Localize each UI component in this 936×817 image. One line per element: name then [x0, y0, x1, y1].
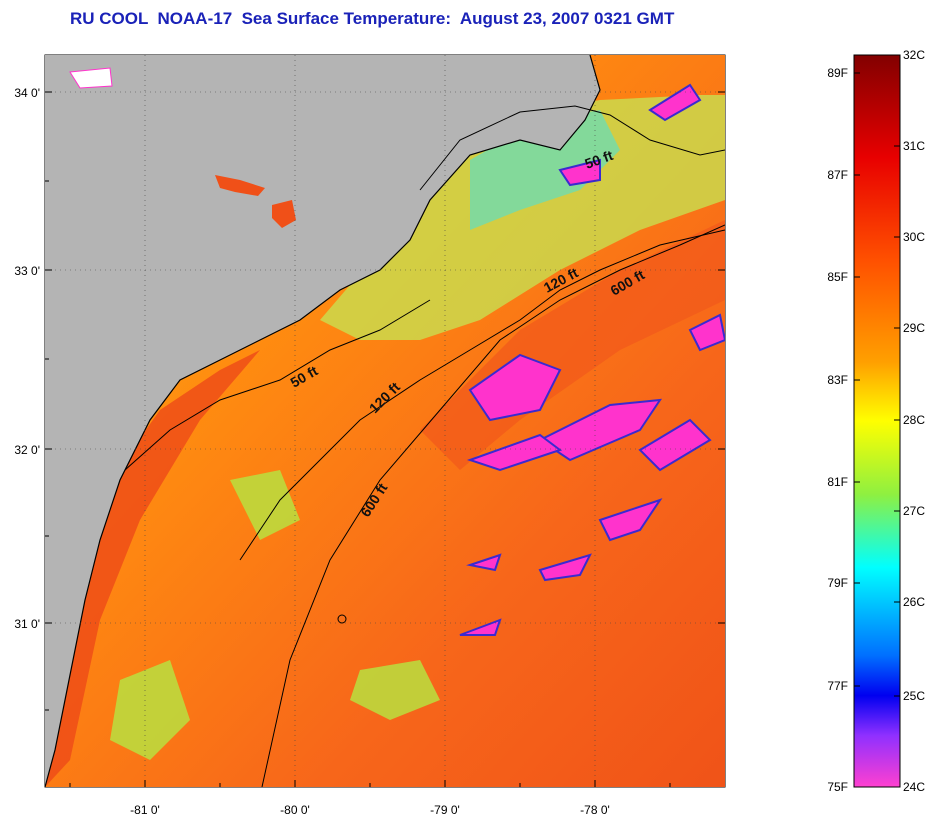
isobath-600ft: [261, 224, 725, 787]
lon-label: -80 0': [280, 803, 310, 817]
colorbar-celsius-label: 27C: [903, 504, 925, 518]
colorbar-fahrenheit-label: 85F: [827, 270, 848, 284]
colorbar-celsius-label: 30C: [903, 230, 925, 244]
colorbar-scale: [853, 54, 901, 788]
lat-label: 31 0': [14, 617, 40, 631]
lon-label: -81 0': [130, 803, 160, 817]
colorbar-ticks: [854, 72, 900, 697]
graticule: [45, 55, 725, 787]
isobath-120ft: [239, 229, 725, 561]
map-title: RU COOL NOAA-17 Sea Surface Temperature:…: [70, 9, 675, 28]
cool-filaments: [459, 83, 725, 636]
lat-label: 32 0': [14, 443, 40, 457]
colorbar-celsius-label: 28C: [903, 413, 925, 427]
green-patches: [110, 470, 440, 760]
colorbar-celsius-label: 26C: [903, 595, 925, 609]
colorbar-fahrenheit-label: 87F: [827, 168, 848, 182]
colorbar-fahrenheit-label: 83F: [827, 373, 848, 387]
isobath-50ft: [419, 105, 725, 191]
colorbar-fahrenheit-label: 77F: [827, 679, 848, 693]
lon-label: -78 0': [580, 803, 610, 817]
colorbar-celsius-label: 31C: [903, 139, 925, 153]
colorbar-celsius-label: 32C: [903, 48, 925, 62]
shelf-green-area: [320, 95, 725, 340]
colorbar-fahrenheit-label: 79F: [827, 576, 848, 590]
colorbar-fahrenheit-label: 75F: [827, 780, 848, 794]
colorbar-celsius-label: 29C: [903, 321, 925, 335]
inland-lake: [272, 200, 296, 228]
axis-ticks: [45, 91, 725, 787]
colorbar-fahrenheit-label: 81F: [827, 475, 848, 489]
land-mass: [45, 55, 600, 787]
lon-label: -79 0': [430, 803, 460, 817]
colorbar-celsius-label: 24C: [903, 780, 925, 794]
map-panel: 50 ft 50 ft 120 ft 120 ft 600 ft 600 ft …: [14, 54, 726, 817]
colorbar: 32C 31C 30C 29C 28C 27C 26C 25C 24C 89F …: [827, 48, 925, 794]
isobath-50ft: [124, 299, 431, 471]
colorbar-fahrenheit-label: 89F: [827, 66, 848, 80]
small-contour: [337, 614, 347, 624]
lat-label: 34 0': [14, 86, 40, 100]
coastline: [45, 55, 601, 787]
inland-lake: [215, 175, 265, 196]
inland-pixels: [69, 67, 113, 89]
colorbar-celsius-label: 25C: [903, 689, 925, 703]
lat-label: 33 0': [14, 264, 40, 278]
